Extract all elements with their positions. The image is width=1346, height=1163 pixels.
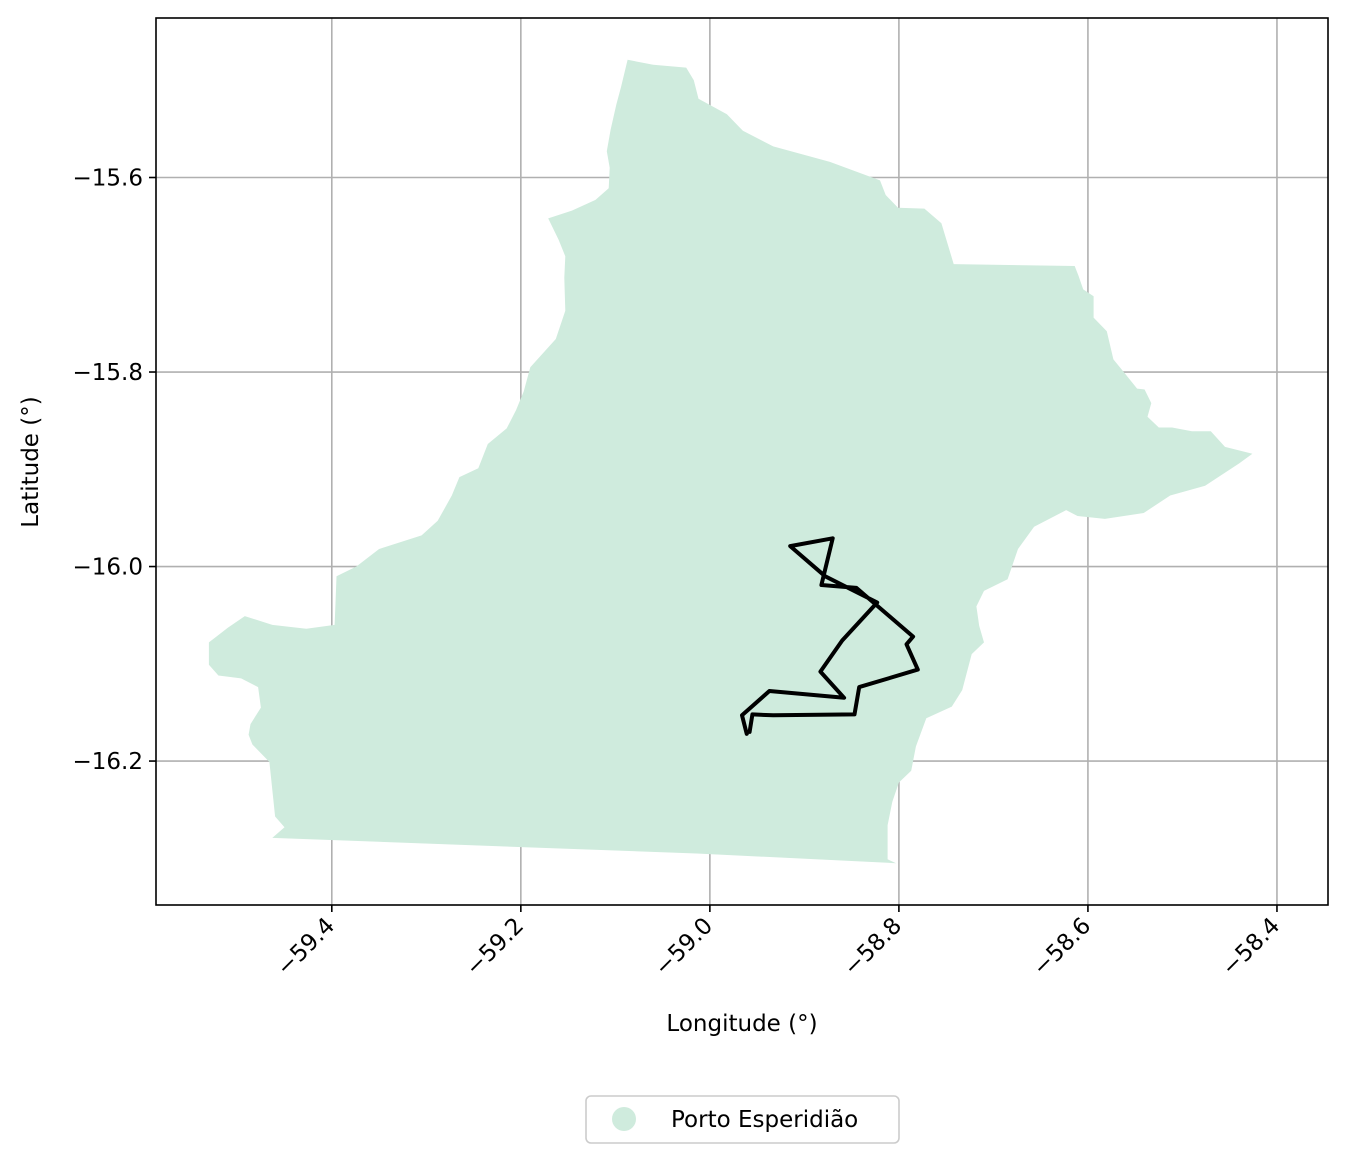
y-tick-label: −16.2 bbox=[73, 749, 143, 775]
x-axis-label: Longitude (°) bbox=[666, 1011, 817, 1037]
y-tick-label: −15.8 bbox=[73, 360, 143, 386]
y-tick-label: −15.6 bbox=[73, 166, 143, 192]
y-axis-label: Latitude (°) bbox=[18, 396, 44, 527]
y-tick-label: −16.0 bbox=[73, 555, 143, 581]
legend: Porto Esperidião bbox=[586, 1096, 899, 1143]
legend-label: Porto Esperidião bbox=[671, 1107, 858, 1133]
legend-marker bbox=[612, 1107, 636, 1131]
